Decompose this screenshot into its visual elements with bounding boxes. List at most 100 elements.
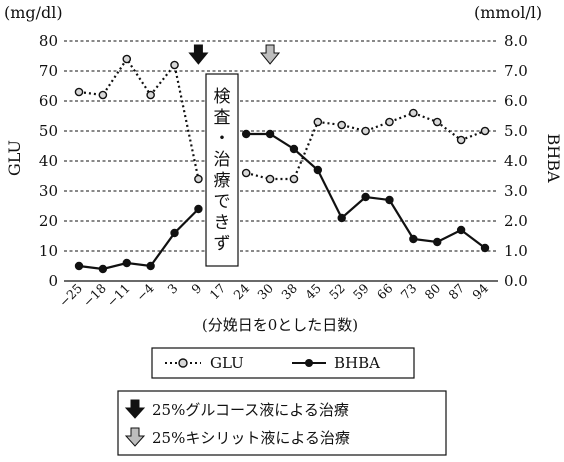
glu-point [456, 135, 466, 145]
bhba-point [456, 225, 466, 235]
left-tick-label: 30 [39, 182, 58, 200]
glu-point [241, 168, 251, 178]
bhba-point [433, 237, 442, 247]
left-tick-label: 10 [39, 242, 58, 260]
black-arrow-icon [188, 44, 209, 65]
x-tick-label: 73 [398, 280, 420, 302]
left-tick-label: 70 [39, 62, 58, 80]
right-tick-label: 3.0 [504, 182, 528, 200]
gray-arrow-icon [260, 44, 281, 65]
left-tick-label: 50 [39, 122, 58, 140]
treatment-item-xylitol: 25%キシリット液による治療 [124, 427, 350, 447]
x-axis-label: (分娩日を0とした日数) [202, 316, 358, 334]
grid-lines [64, 40, 498, 282]
bhba-point [146, 261, 155, 271]
glu-point [409, 108, 418, 118]
glu-point [385, 117, 394, 127]
legend-item-glu: GLU [165, 354, 244, 372]
glu-point [122, 54, 132, 64]
legend-bhba-marker [305, 359, 313, 367]
bhba-point [385, 195, 394, 205]
glu-point [432, 117, 442, 127]
legend-item-bhba: BHBA [292, 354, 380, 372]
x-tick-label: 52 [326, 281, 348, 303]
glu-point [289, 174, 299, 184]
right-axis-title: BHBA [544, 133, 563, 182]
right-tick-label: 7.0 [504, 62, 528, 80]
glu-point [313, 117, 323, 127]
right-tick-label: 0.0 [504, 272, 528, 290]
note-char: 療 [214, 171, 231, 191]
legend-glu-marker [178, 358, 188, 368]
glu-point [74, 87, 84, 97]
bhba-point [313, 165, 323, 175]
note-char: 治 [214, 150, 231, 170]
x-tick-label: −4 [133, 280, 157, 304]
x-tick-label: 66 [374, 280, 396, 302]
note-char: き [214, 213, 231, 233]
left-tick-labels: 0 10 20 30 40 50 60 70 80 [39, 32, 58, 290]
legend-bhba-label: BHBA [334, 354, 380, 372]
x-tick-label: 45 [302, 281, 324, 303]
glu-point [194, 174, 203, 184]
x-tick-label: 80 [422, 280, 444, 302]
note-char: 査 [214, 108, 231, 128]
bhba-point [361, 192, 370, 202]
left-axis-title: GLU [5, 140, 24, 176]
treatment-glucose-label: 25%グルコース液による治療 [152, 401, 349, 419]
left-tick-label: 80 [39, 32, 58, 50]
bhba-point [265, 129, 275, 139]
x-tick-label: −11 [104, 281, 133, 310]
right-tick-label: 8.0 [504, 32, 528, 50]
right-tick-labels: 0.0 1.0 2.0 3.0 4.0 5.0 6.0 7.0 8.0 [504, 32, 528, 290]
note-char: で [214, 192, 231, 212]
treatment-box [117, 390, 447, 456]
bhba-point [74, 261, 84, 271]
x-tick-label: −25 [56, 281, 85, 310]
series-layer [74, 54, 490, 274]
x-tick-label: 17 [207, 280, 229, 302]
right-tick-label: 2.0 [504, 212, 528, 230]
glu-point [361, 126, 370, 136]
left-tick-label: 60 [39, 92, 58, 110]
bhba-point [289, 144, 299, 154]
note-char: 検 [214, 87, 231, 107]
glu-point [480, 126, 490, 136]
bhba-point [194, 204, 203, 214]
right-tick-label: 1.0 [504, 242, 528, 260]
x-tick-label: 38 [278, 280, 300, 302]
x-tick-labels: −25−18−11 −4 3 9 17 24 30 38 45 52 59 66 73 80 87 94 [56, 280, 491, 309]
bhba-point [480, 243, 490, 253]
treatment-item-glucose: 25%グルコース液による治療 [124, 399, 349, 419]
treatment-arrows [188, 44, 281, 65]
left-tick-label: 20 [39, 212, 58, 230]
glu-point [98, 90, 108, 100]
x-tick-label: 30 [254, 280, 276, 302]
glu-point [337, 120, 347, 130]
left-tick-label: 40 [39, 152, 58, 170]
black-arrow-icon [124, 399, 146, 419]
note-box [205, 73, 239, 267]
x-tick-label: 94 [469, 280, 491, 302]
treatment-xylitol-label: 25%キシリット液による治療 [152, 429, 350, 447]
glu-point [170, 60, 179, 70]
bhba-line [78, 208, 200, 271]
x-tick-label: −18 [80, 280, 109, 309]
right-unit-label: (mmol/l) [474, 3, 542, 22]
right-tick-label: 5.0 [504, 122, 528, 140]
x-tick-label: 24 [230, 280, 252, 302]
x-tick-label: 3 [164, 280, 180, 296]
x-tick-label: 9 [188, 280, 204, 296]
glu-point [265, 174, 275, 184]
bhba-point [98, 264, 108, 274]
bhba-point [122, 258, 131, 268]
bhba-point [337, 213, 346, 223]
bhba-point [170, 228, 179, 238]
glu-point [146, 90, 155, 100]
legend-glu-label: GLU [210, 354, 244, 372]
left-unit-label: (mg/dl) [4, 3, 63, 22]
x-tick-label: 87 [445, 280, 467, 302]
